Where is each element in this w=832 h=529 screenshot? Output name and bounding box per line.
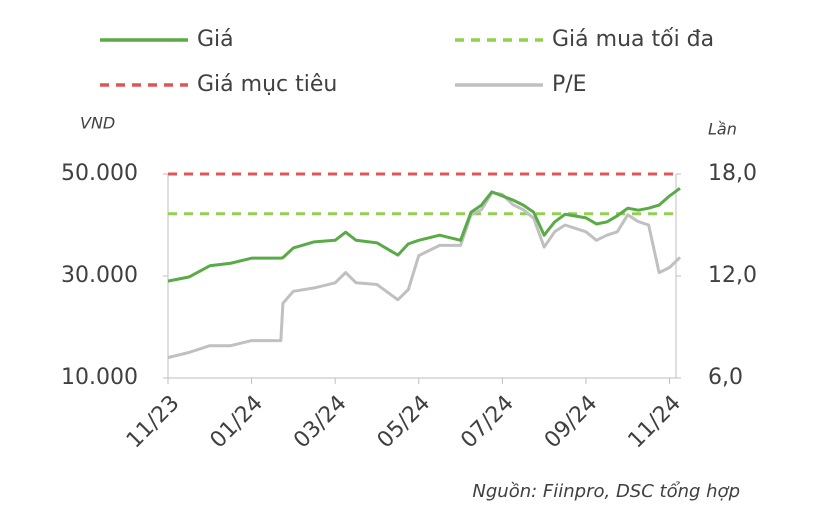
x-tick-label: 09/24 [540, 391, 603, 454]
y-axis-title: VND [80, 114, 115, 133]
x-tick-label: 01/24 [206, 391, 269, 454]
x-tick-label: 03/24 [289, 391, 352, 454]
y2-axis-title: Lần [708, 120, 737, 139]
series-line [167, 187, 681, 283]
y2-tick-label: 12,0 [708, 263, 757, 288]
x-tick-label: 07/24 [456, 391, 519, 454]
legend-label: Giá mua tối đa [552, 27, 714, 52]
y2-tick-label: 18,0 [708, 161, 757, 186]
x-tick-label: 05/24 [373, 391, 436, 454]
y-tick-label: 30.000 [61, 263, 138, 288]
y2-tick-label: 6,0 [708, 365, 743, 390]
series-line [167, 191, 682, 360]
legend-label: Giá [197, 27, 234, 52]
source-note: Nguồn: Fiinpro, DSC tổng hợp [472, 481, 740, 502]
y-tick-label: 50.000 [61, 161, 138, 186]
x-tick-label: 11/23 [122, 391, 185, 454]
legend-label: Giá mục tiêu [197, 72, 337, 97]
legend-label: P/E [552, 72, 587, 97]
y-tick-label: 10.000 [61, 365, 138, 390]
x-tick-label: 11/24 [624, 391, 687, 454]
